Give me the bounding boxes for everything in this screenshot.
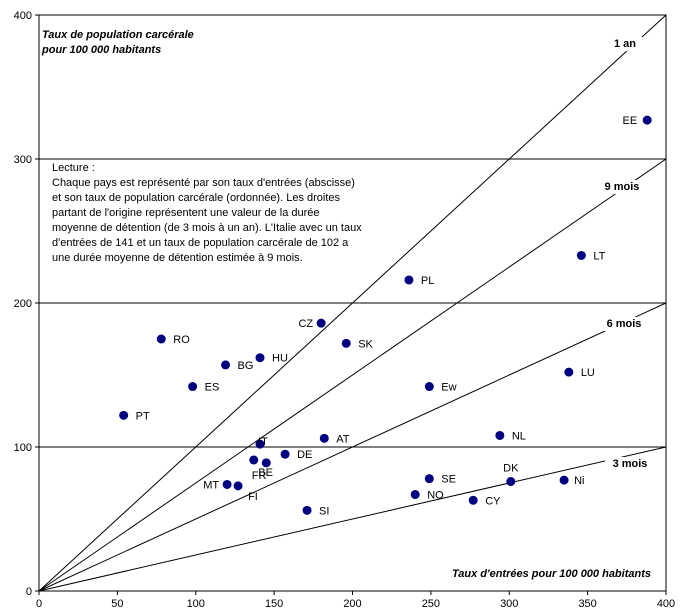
data-label-SI: SI bbox=[319, 505, 329, 517]
duration-line-label: 3 mois bbox=[613, 458, 648, 470]
data-label-RO: RO bbox=[173, 334, 190, 346]
data-point-FR bbox=[249, 455, 259, 465]
data-label-DK: DK bbox=[503, 463, 519, 475]
data-label-ES: ES bbox=[205, 382, 220, 394]
data-label-IT: IT bbox=[258, 436, 268, 448]
data-point-CZ bbox=[316, 318, 326, 328]
y-axis-title-line-2: pour 100 000 habitants bbox=[41, 44, 161, 56]
data-point-SI bbox=[302, 505, 312, 515]
x-axis-title: Taux d'entrées pour 100 000 habitants bbox=[452, 568, 651, 580]
data-point-LT bbox=[576, 250, 586, 260]
duration-label-bg bbox=[605, 457, 655, 471]
data-label-FR: FR bbox=[252, 470, 267, 482]
data-point-DK bbox=[506, 477, 516, 487]
data-label-Ew: Ew bbox=[441, 382, 456, 394]
data-label-PL: PL bbox=[421, 275, 434, 287]
reading-note-title: Lecture : bbox=[52, 162, 95, 174]
tick-labels: 0 50 100 150 200 250 300 350 400 0 100 200 300 400 bbox=[14, 10, 676, 610]
data-point-FI bbox=[233, 481, 243, 491]
data-point-CY bbox=[468, 495, 478, 505]
x-tick-label: 50 bbox=[111, 598, 123, 610]
data-point-RO bbox=[156, 334, 166, 344]
y-tick-label: 300 bbox=[14, 154, 32, 166]
duration-line-3-mois bbox=[38, 446, 667, 592]
x-tick-label: 150 bbox=[265, 598, 283, 610]
data-point-DE bbox=[280, 449, 290, 459]
data-label-MT: MT bbox=[203, 479, 219, 491]
data-point-NO bbox=[410, 490, 420, 500]
y-tick-label: 400 bbox=[14, 10, 32, 22]
duration-line-label: 1 an bbox=[614, 38, 636, 50]
data-point-PL bbox=[404, 275, 414, 285]
data-point-Ew bbox=[424, 382, 434, 392]
data-label-NO: NO bbox=[427, 490, 444, 502]
data-point-AT bbox=[319, 433, 329, 443]
duration-label-bg bbox=[599, 317, 649, 331]
y-axis-title-line-1: Taux de population carcérale bbox=[42, 29, 194, 41]
data-label-BE: BE bbox=[258, 467, 273, 479]
x-tick-label: 100 bbox=[187, 598, 205, 610]
data-point-EE bbox=[642, 115, 652, 125]
data-label-LT: LT bbox=[593, 250, 605, 262]
data-label-SE: SE bbox=[441, 474, 456, 486]
reading-note-text: Chaque pays est représenté par son taux … bbox=[52, 177, 362, 264]
data-point-MT bbox=[222, 479, 232, 489]
reading-note: Lecture : Chaque pays est représenté par… bbox=[52, 161, 362, 266]
data-point-PT bbox=[119, 410, 129, 420]
x-tick-label: 0 bbox=[36, 598, 42, 610]
duration-lines: 1 an 9 mois 6 mois 3 mois bbox=[38, 14, 667, 592]
data-point-LU bbox=[564, 367, 574, 377]
data-point-Ni bbox=[559, 475, 569, 485]
data-label-LU: LU bbox=[581, 367, 595, 379]
data-label-Ni: Ni bbox=[574, 475, 584, 487]
data-label-BG: BG bbox=[238, 360, 254, 372]
duration-label-bg bbox=[607, 37, 643, 51]
data-point-NL bbox=[495, 430, 505, 440]
duration-line-9-mois bbox=[38, 158, 667, 592]
x-tick-label: 200 bbox=[343, 598, 361, 610]
x-tick-label: 300 bbox=[500, 598, 518, 610]
data-point-ES bbox=[188, 382, 198, 392]
duration-line-1-an bbox=[38, 14, 667, 592]
data-point-SE bbox=[424, 474, 434, 484]
data-point-BE bbox=[261, 458, 271, 468]
duration-line-6-mois bbox=[38, 302, 667, 592]
data-label-AT: AT bbox=[336, 433, 350, 445]
data-label-DE: DE bbox=[297, 449, 312, 461]
x-tick-label: 400 bbox=[657, 598, 675, 610]
data-points bbox=[119, 115, 652, 515]
y-tick-label: 100 bbox=[14, 442, 32, 454]
data-label-NL: NL bbox=[512, 430, 526, 442]
data-label-PT: PT bbox=[136, 410, 150, 422]
x-tick-label: 250 bbox=[422, 598, 440, 610]
data-point-BG bbox=[221, 360, 231, 370]
data-point-HU bbox=[255, 353, 265, 363]
duration-line-label: 6 mois bbox=[607, 318, 642, 330]
data-label-EE: EE bbox=[623, 115, 638, 127]
y-tick-label: 200 bbox=[14, 298, 32, 310]
duration-label-bg bbox=[597, 180, 647, 194]
data-label-HU: HU bbox=[272, 353, 288, 365]
data-label-SK: SK bbox=[358, 338, 373, 350]
data-label-FI: FI bbox=[248, 491, 258, 503]
y-tick-label: 0 bbox=[26, 586, 32, 598]
duration-line-label: 9 mois bbox=[605, 181, 640, 193]
data-point-IT bbox=[255, 439, 265, 449]
x-tick-label: 350 bbox=[578, 598, 596, 610]
data-point-SK bbox=[341, 338, 351, 348]
data-label-CY: CY bbox=[485, 495, 501, 507]
data-label-CZ: CZ bbox=[298, 318, 313, 330]
